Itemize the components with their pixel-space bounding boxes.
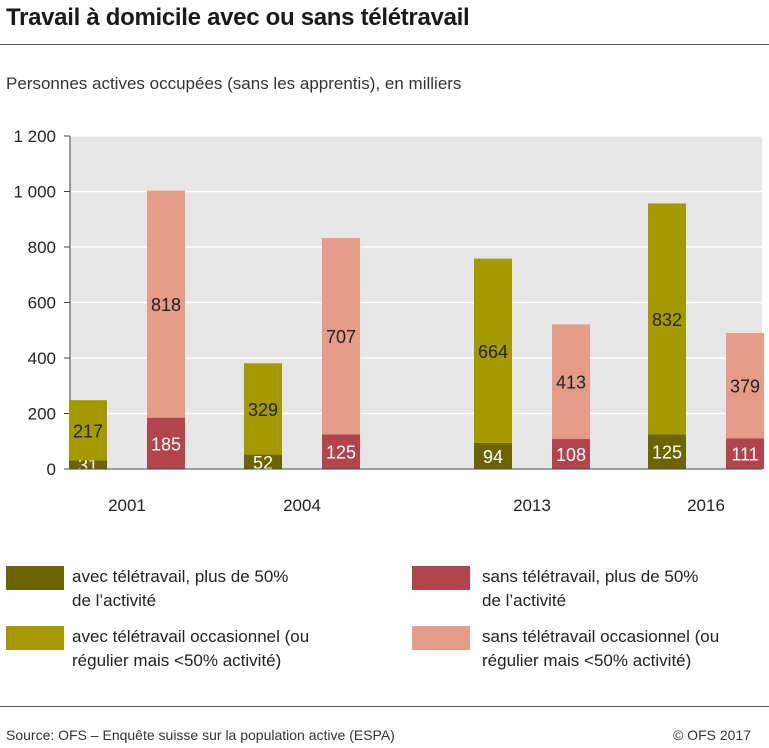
- bar-avec-plus50: [244, 454, 282, 469]
- y-tick-label: 0: [47, 460, 56, 479]
- x-tick-label: 2001: [108, 496, 146, 515]
- title-divider: [0, 44, 769, 45]
- legend-label-avec-plus50: avec télétravail, plus de 50% de l’activi…: [72, 567, 289, 610]
- bar-value-label: 832: [652, 310, 682, 330]
- legend-label-avec-occ: avec télétravail occasionnel (ou régulier…: [72, 627, 310, 670]
- legend-swatch-sans-occ: [412, 626, 470, 650]
- bar-sans-plus50: [322, 434, 360, 469]
- bar-value-label: 379: [730, 377, 760, 397]
- y-tick-label: 1 000: [13, 183, 56, 202]
- y-tick-label: 800: [28, 238, 56, 257]
- bar-avec-occ: [69, 400, 107, 461]
- bar-avec-occ: [244, 363, 282, 455]
- bar-avec-plus50: [69, 460, 107, 469]
- bar-value-label: 125: [652, 443, 682, 463]
- source-note: Source: OFS – Enquête suisse sur la popu…: [6, 727, 395, 743]
- y-tick-label: 1 200: [13, 127, 56, 146]
- bar-value-label: 125: [326, 443, 356, 463]
- copyright: © OFS 2017: [672, 727, 751, 743]
- bar-value-label: 329: [248, 400, 278, 420]
- legend-swatch-sans-plus50: [412, 566, 470, 590]
- legend-swatch-avec-occ: [6, 626, 64, 650]
- legend-swatch-avec-plus50: [6, 566, 64, 590]
- y-tick-label: 600: [28, 294, 56, 313]
- x-tick-label: 2004: [283, 496, 321, 515]
- bar-value-label: 413: [556, 373, 586, 393]
- bar-value-label: 664: [478, 342, 508, 362]
- y-tick-label: 400: [28, 349, 56, 368]
- bar-sans-plus50: [726, 438, 764, 469]
- chart-subtitle: Personnes actives occupées (sans les app…: [6, 74, 462, 93]
- bar-avec-occ: [474, 258, 512, 443]
- bar-avec-occ: [648, 203, 686, 435]
- bar-value-label: 217: [73, 421, 103, 441]
- bar-sans-occ: [322, 238, 360, 435]
- bar-avec-plus50: [474, 442, 512, 469]
- y-tick-label: 200: [28, 405, 56, 424]
- legend-label-sans-plus50: sans télétravail, plus de 50% de l’activi…: [482, 567, 699, 610]
- bar-value-label: 111: [731, 445, 758, 465]
- bar-chart: 0 200 400 600 800 1 000 1 200 31 217 185 818 2001 52…: [13, 127, 764, 515]
- bar-sans-occ: [552, 324, 590, 440]
- bar-value-label: 185: [151, 434, 181, 454]
- x-tick-label: 2013: [513, 496, 551, 515]
- x-tick-label: 2016: [687, 496, 725, 515]
- chart-title: Travail à domicile avec ou sans télétrav…: [6, 4, 470, 31]
- bar-sans-plus50: [147, 417, 185, 469]
- legend-label-sans-occ: sans télétravail occasionnel (ou régulier…: [482, 627, 720, 670]
- bar-value-label: 108: [556, 445, 586, 465]
- bar-value-label: 94: [483, 447, 503, 467]
- bar-sans-occ: [147, 190, 185, 418]
- bar-value-label: 818: [151, 295, 181, 315]
- bar-sans-occ: [726, 333, 764, 439]
- footer-divider: [0, 706, 769, 707]
- bar-avec-plus50: [648, 434, 686, 469]
- bar-value-label: 31: [78, 456, 98, 476]
- bar-sans-plus50: [552, 439, 590, 469]
- bar-value-label: 52: [253, 453, 273, 473]
- bar-value-label: 707: [326, 327, 356, 347]
